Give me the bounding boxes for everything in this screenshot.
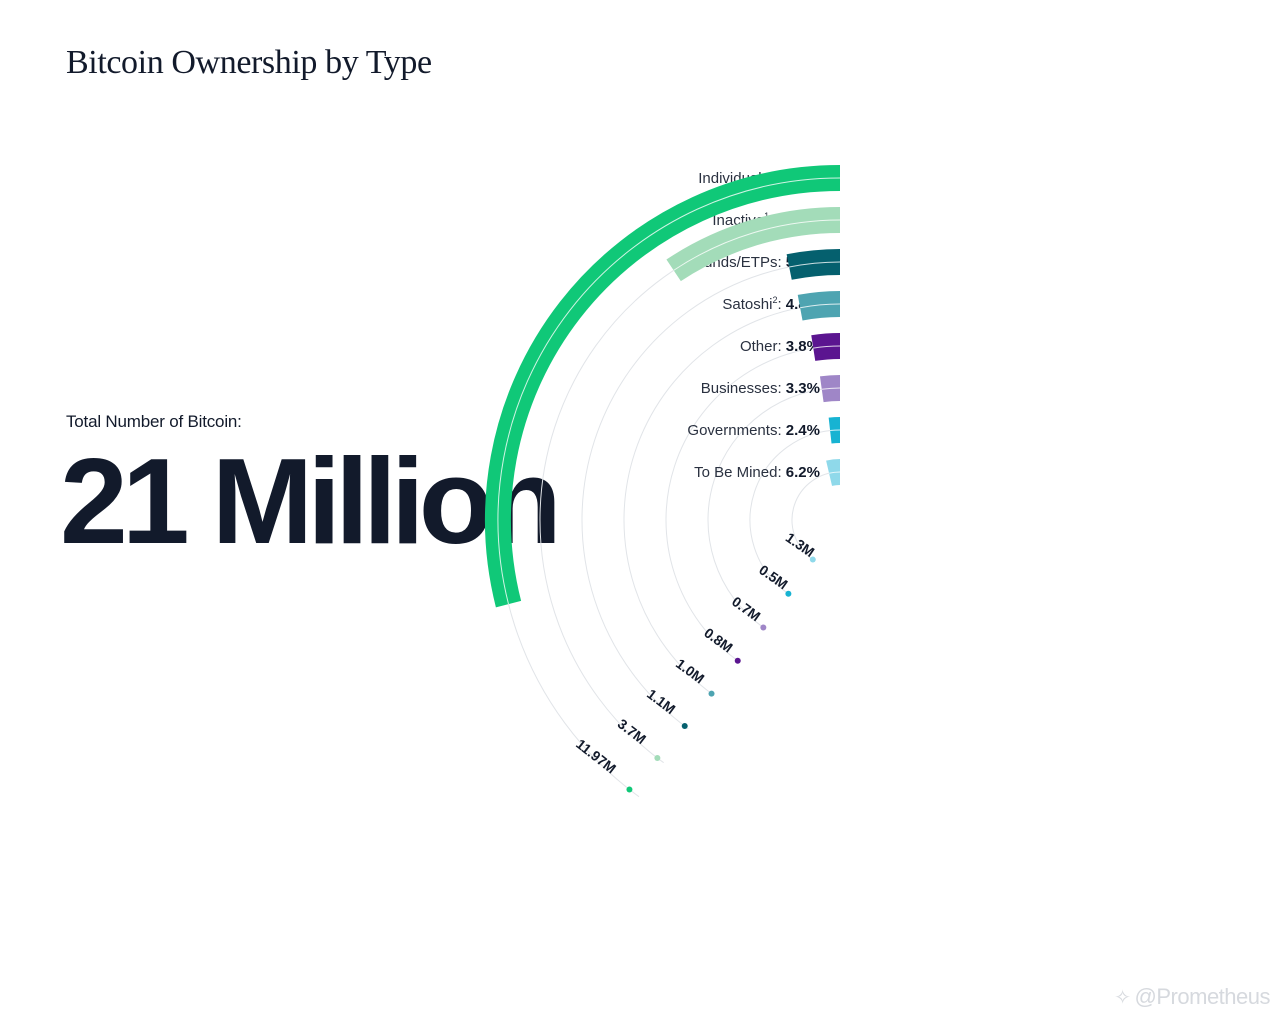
category-label: Other: 3.8% — [740, 338, 820, 355]
bar-highlight — [800, 303, 841, 309]
bar-highlight — [821, 387, 841, 390]
bar-highlight — [830, 429, 841, 432]
amount-label: 0.7M — [729, 593, 764, 624]
amount-marker-dot — [654, 755, 661, 762]
diamond-logo-icon: ✧ — [1114, 986, 1131, 1009]
watermark-text: @Prometheus — [1134, 984, 1271, 1009]
category-label: To Be Mined: 6.2% — [694, 464, 820, 481]
amount-marker-dot — [681, 723, 688, 730]
bar-highlight — [789, 261, 841, 268]
amount-label: 1.1M — [644, 686, 678, 718]
amount-label: 0.8M — [701, 624, 736, 655]
total-bitcoin-label: Total Number of Bitcoin: — [66, 412, 242, 431]
bar-highlight — [828, 471, 841, 474]
category-label: Governments: 2.4% — [687, 422, 820, 439]
chart-title: Bitcoin Ownership by Type — [66, 44, 432, 81]
amount-marker-dot — [626, 786, 633, 793]
guide-track — [665, 345, 841, 662]
amount-label: 11.97M — [573, 736, 619, 777]
amount-label: 1.0M — [673, 655, 708, 686]
bar-highlight — [813, 345, 841, 349]
guide-track — [707, 387, 841, 628]
amount-label: 1.3M — [783, 529, 818, 560]
amount-marker-dot — [809, 556, 816, 563]
amount-label: 3.7M — [615, 715, 649, 747]
amount-label: 0.5M — [756, 561, 791, 592]
amount-marker-dot — [785, 590, 792, 597]
guide-track — [791, 471, 841, 560]
amount-marker-dot — [734, 657, 741, 664]
category-label: Businesses: 3.3% — [701, 380, 820, 397]
guide-track — [623, 303, 841, 696]
guide-track — [749, 429, 841, 594]
guide-track — [581, 261, 841, 730]
bar-highlight — [673, 219, 841, 271]
bar-highlight — [497, 177, 841, 605]
amount-marker-dot — [760, 624, 767, 631]
watermark: ✧ @Prometheus — [1114, 984, 1270, 1010]
total-bitcoin-value: 21 Million — [60, 433, 562, 569]
amount-marker-dot — [708, 690, 715, 697]
